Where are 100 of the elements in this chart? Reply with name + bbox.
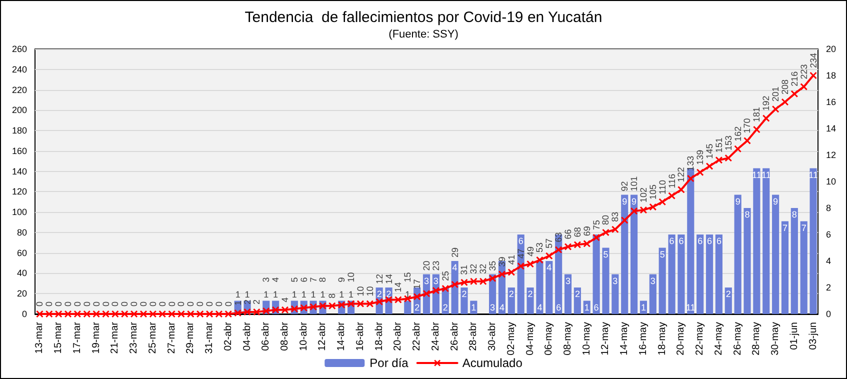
- data-label: 7: [801, 222, 806, 233]
- data-label: 7: [782, 222, 788, 233]
- y-tick-label: 200: [12, 105, 27, 116]
- y-tick-label: 260: [12, 44, 27, 54]
- data-label: 8: [792, 210, 797, 220]
- data-label: 53: [534, 242, 545, 252]
- data-label: 5: [289, 277, 300, 282]
- x-tick-label: 12-abr: [317, 321, 328, 351]
- data-label: 2: [376, 289, 382, 299]
- bar: [658, 248, 666, 314]
- data-label: 4: [546, 262, 552, 272]
- data-label: 2: [242, 299, 252, 304]
- bar: [574, 288, 581, 314]
- x-tick-label: 30-may: [770, 322, 782, 356]
- x-tick-label: 28-abr: [468, 321, 480, 351]
- data-label: 14: [384, 274, 394, 284]
- data-label: 0: [91, 301, 102, 306]
- x-tick-label: 10-abr: [298, 321, 310, 351]
- data-label: 2: [442, 302, 448, 312]
- y-tick-label: 240: [12, 64, 27, 74]
- data-label: 1: [301, 289, 306, 300]
- data-label: 3: [650, 276, 656, 286]
- data-label: 4: [537, 302, 542, 312]
- bar: [612, 274, 619, 314]
- data-label: 39: [496, 256, 507, 267]
- data-label: 12: [374, 274, 384, 284]
- y-tick-label: 20: [16, 288, 27, 299]
- data-label: 1: [348, 289, 354, 300]
- data-label: 208: [780, 79, 790, 94]
- y-tick-label: 0: [22, 309, 27, 319]
- x-tick-label: 02-may: [506, 322, 517, 356]
- y-tick-label: 180: [12, 126, 27, 136]
- x-tick-label: 22-abr: [412, 321, 423, 351]
- data-label: 1: [320, 289, 326, 300]
- x-tick-label: 20-may: [676, 322, 687, 356]
- data-label: 102: [638, 188, 648, 203]
- data-label: 3: [424, 276, 430, 286]
- data-label: 0: [148, 301, 158, 306]
- data-label: 234: [808, 52, 818, 68]
- data-label: 2: [386, 289, 392, 299]
- data-label: 0: [186, 301, 196, 306]
- data-label: 153: [723, 136, 734, 151]
- x-tick-label: 03-jun: [808, 322, 819, 350]
- data-label: 17: [412, 279, 422, 290]
- data-label: 2: [726, 289, 731, 299]
- data-label: 0: [195, 301, 206, 306]
- y2-tick-label: 10: [826, 176, 836, 186]
- data-label: 145: [704, 144, 715, 159]
- data-label: 0: [34, 301, 45, 306]
- data-label: 8: [327, 293, 338, 298]
- data-label: 3: [433, 276, 438, 286]
- data-label: 4: [270, 277, 281, 282]
- bar: [668, 234, 676, 314]
- y-tick-label: 160: [12, 146, 27, 156]
- data-label: 75: [591, 220, 602, 230]
- data-label: 3: [566, 276, 571, 286]
- data-label: 122: [676, 167, 686, 182]
- data-label: 5: [660, 249, 665, 260]
- data-label: 66: [563, 229, 574, 240]
- data-label: 0: [54, 301, 64, 306]
- bar: [508, 288, 515, 314]
- y2-tick-label: 6: [826, 230, 832, 240]
- data-label: 181: [752, 106, 762, 122]
- bar: [630, 194, 638, 314]
- y-tick-label: 80: [16, 227, 27, 238]
- data-label: 7: [308, 277, 318, 282]
- data-label: 32: [478, 264, 488, 274]
- data-label: 0: [129, 301, 140, 306]
- data-label: 35: [488, 260, 498, 271]
- data-label: 2: [462, 289, 467, 299]
- data-label: 1: [310, 289, 316, 300]
- x-tick-label: 16-may: [638, 322, 649, 356]
- data-label: 4: [452, 262, 458, 272]
- y2-tick-label: 16: [826, 97, 836, 107]
- data-label: 80: [600, 214, 611, 225]
- y2-tick-label: 14: [826, 124, 836, 134]
- data-label: 2: [528, 289, 533, 299]
- data-label: 1: [339, 289, 344, 300]
- data-label: 3: [612, 276, 618, 286]
- y-tick-label: 40: [16, 268, 27, 278]
- bar: [564, 274, 572, 314]
- data-label: 2: [508, 289, 514, 299]
- data-label: 6: [698, 236, 703, 246]
- data-label: 2: [414, 302, 420, 312]
- data-label: 31: [459, 264, 470, 275]
- x-tick-label: 18-abr: [374, 321, 385, 351]
- bar: [592, 234, 600, 314]
- data-label: 2: [252, 299, 262, 304]
- data-label: 1: [235, 289, 240, 300]
- x-tick-label: 24-may: [713, 322, 724, 356]
- data-label: 3: [490, 302, 496, 312]
- data-label: 0: [157, 301, 168, 306]
- data-label: 1: [640, 302, 646, 312]
- data-label: 68: [572, 227, 582, 238]
- y2-tick-label: 20: [826, 44, 836, 54]
- data-label: 32: [468, 264, 479, 274]
- x-tick-label: 23-mar: [128, 321, 140, 354]
- data-label: 8: [318, 277, 328, 282]
- x-tick-label: 16-abr: [354, 321, 366, 351]
- x-tick-label: 08-may: [562, 322, 574, 356]
